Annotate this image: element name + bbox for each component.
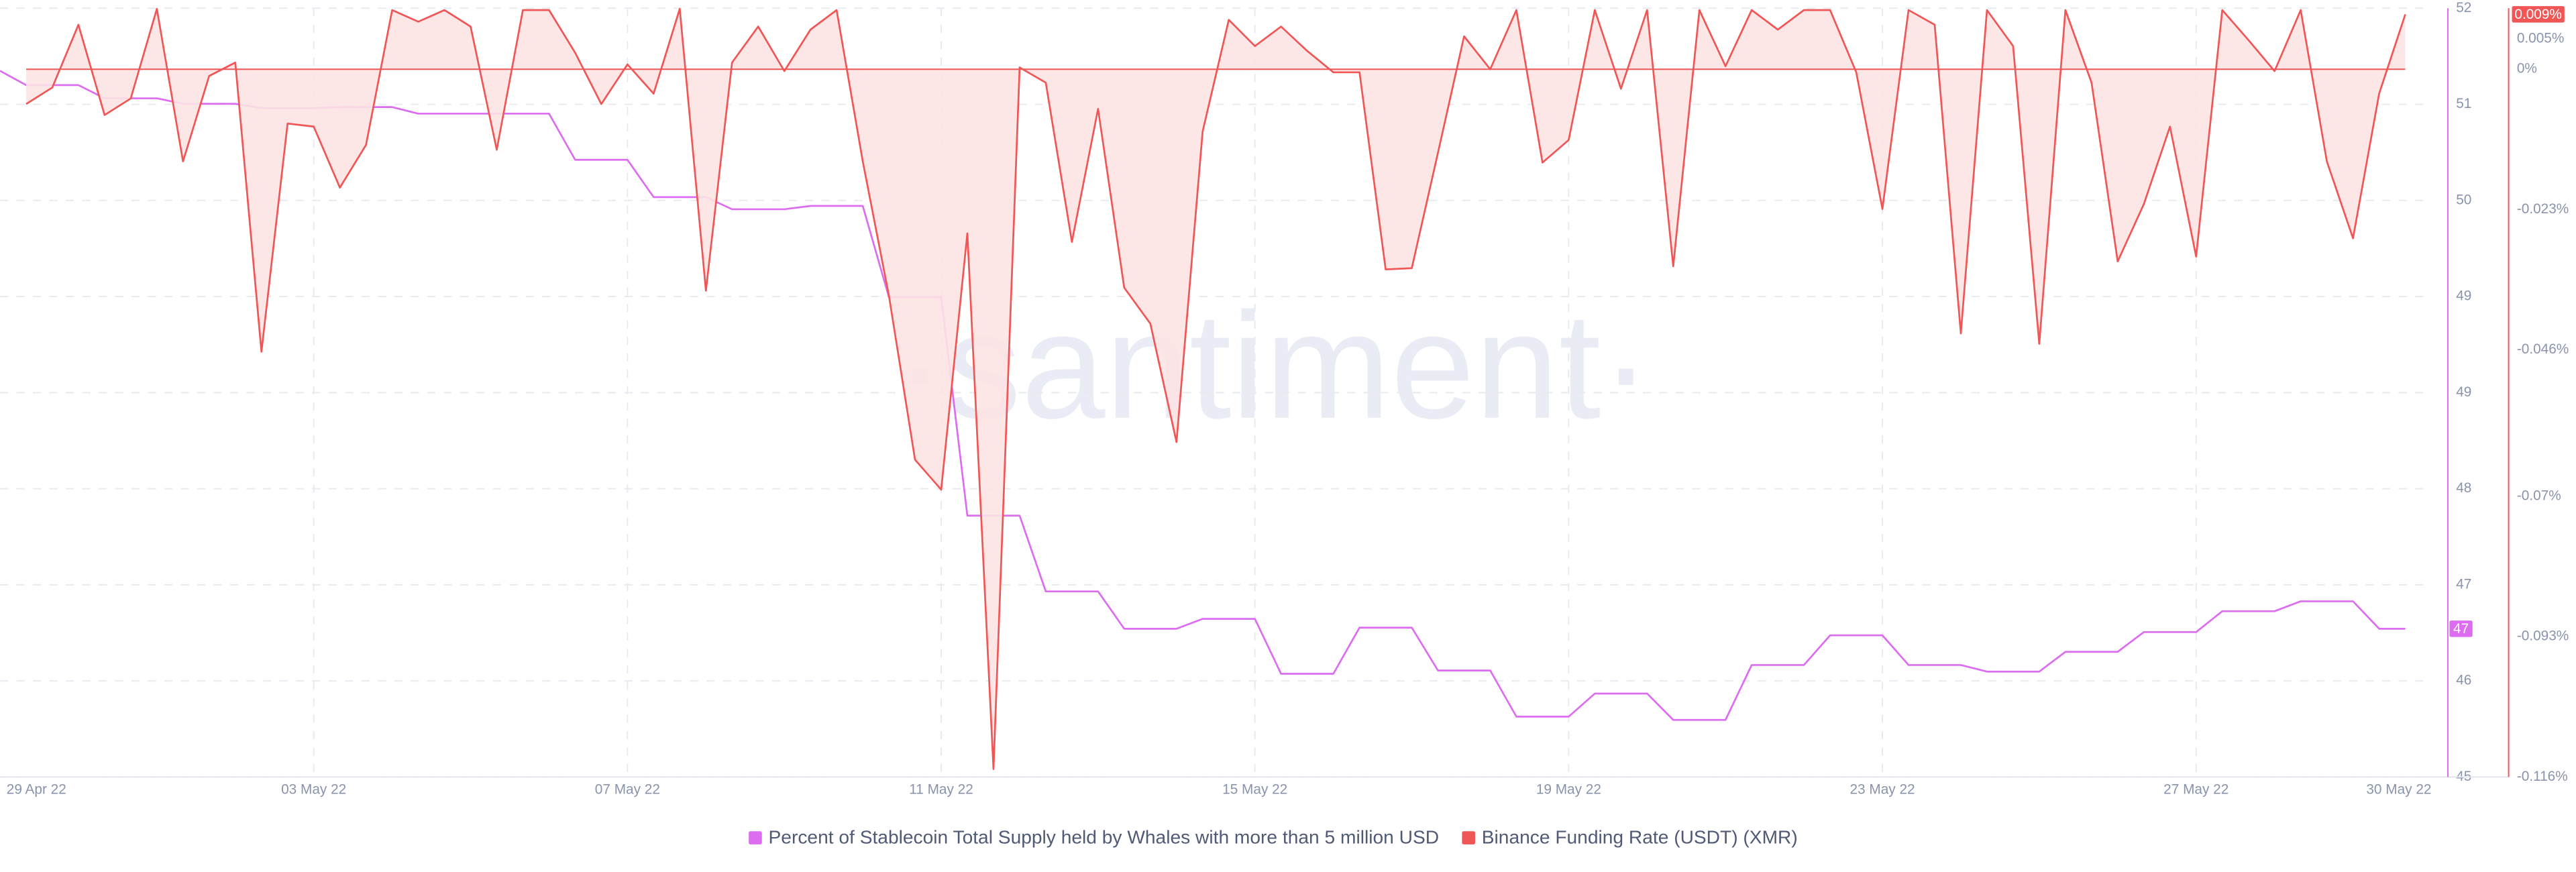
x-tick-label: 11 May 22 <box>909 782 973 798</box>
y2-tick-label: -0.07% <box>2517 488 2561 503</box>
y2-tick-label: -0.023% <box>2517 201 2569 217</box>
line <box>25 7 2406 770</box>
y-tick-label: 49 <box>2456 288 2471 304</box>
y-tick-label: 50 <box>2456 192 2471 207</box>
y-tick-label: 51 <box>2456 96 2471 111</box>
y2-tick-label: 0% <box>2517 61 2537 76</box>
y-tick-label: 46 <box>2456 673 2471 688</box>
legend: Percent of Stablecoin Total Supply held … <box>749 827 1798 848</box>
x-tick-label: 15 May 22 <box>1222 782 1287 798</box>
x-tick-label: 19 May 22 <box>1536 782 1601 798</box>
x-tick-label: 27 May 22 <box>2163 782 2229 798</box>
y-tick-label: 45 <box>2456 769 2471 784</box>
line <box>0 70 2406 721</box>
legend-swatch <box>749 831 762 844</box>
x-tick-label: 23 May 22 <box>1849 782 1915 798</box>
legend-label: Percent of Stablecoin Total Supply held … <box>769 827 1440 848</box>
y2-tick-label: 0.005% <box>2517 30 2565 46</box>
legend-label: Binance Funding Rate (USDT) (XMR) <box>1482 827 1798 848</box>
watermark: ·santiment· <box>896 281 1652 450</box>
area <box>25 9 2406 769</box>
y-tick-label: 48 <box>2456 480 2471 496</box>
last-value-box <box>2512 6 2565 23</box>
last-value-box <box>2449 620 2473 637</box>
x-tick-label: 07 May 22 <box>595 782 660 798</box>
y-tick-label: 47 <box>2456 576 2471 592</box>
last-value-label: 0.009% <box>2514 7 2562 22</box>
y2-tick-label: -0.046% <box>2517 341 2569 357</box>
y-tick-label: 49 <box>2456 384 2471 400</box>
y2-tick-label: -0.093% <box>2517 629 2569 644</box>
last-value-label: 47 <box>2453 621 2469 637</box>
y-tick-label: 52 <box>2456 0 2471 15</box>
x-tick-label: 03 May 22 <box>281 782 346 798</box>
y2-tick-label: -0.116% <box>2517 769 2568 784</box>
x-tick-label: 30 May 22 <box>2366 782 2431 798</box>
x-tick-label: 29 Apr 22 <box>7 782 66 798</box>
legend-swatch <box>1462 831 1475 844</box>
